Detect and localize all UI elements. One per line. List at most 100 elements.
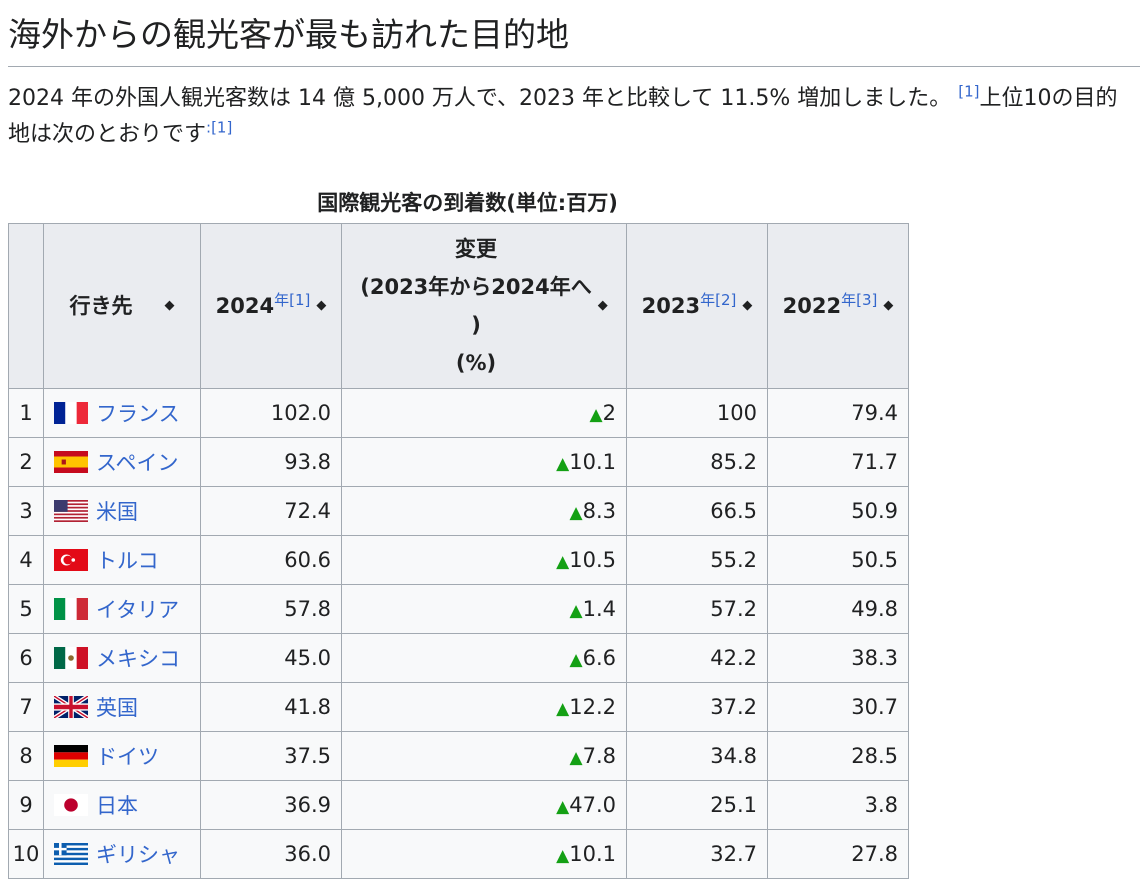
table-row: 4 トルコ 60.6 ▲10.5 55.2 50.5 — [8, 535, 909, 585]
destination-cell: トルコ — [43, 535, 201, 585]
sort-icon[interactable]: ◆ — [883, 298, 894, 313]
reference-link-1[interactable]: [1] — [958, 82, 980, 101]
lead-paragraph: 2024 年の外国人観光客数は 14 億 5,000 万人で、2023 年と比較… — [8, 81, 1138, 153]
turkey-flag-icon — [54, 549, 88, 571]
y2024-ref[interactable]: [1] — [289, 291, 311, 309]
table-row: 8 ドイツ 37.5 ▲7.8 34.8 28.5 — [8, 731, 909, 781]
reference-2[interactable]: :[1] — [206, 119, 232, 137]
arrivals-2024-cell: 60.6 — [200, 535, 342, 585]
germany-flag-icon — [54, 745, 88, 767]
uk-flag-icon — [53, 694, 89, 720]
y2023-header-label: 2023 — [641, 294, 701, 318]
destination-cell: 米国 — [43, 486, 201, 536]
table-row: 9 日本 36.9 ▲47.0 25.1 3.8 — [8, 780, 909, 830]
increase-arrow-icon: ▲ — [556, 699, 570, 719]
destination-link[interactable]: イタリア — [96, 598, 180, 622]
destination-link[interactable]: フランス — [96, 402, 180, 426]
change-value: 1.4 — [582, 597, 616, 621]
increase-arrow-icon: ▲ — [556, 846, 570, 866]
y2024-header[interactable]: 2024年[1] ◆ — [200, 223, 342, 389]
table-caption: 国際観光客の到着数(単位:百万) — [317, 191, 618, 215]
lead-text-1: 2024 年の外国人観光客数は 14 億 5,000 万人で、2023 年と比較… — [8, 86, 952, 111]
reference-1[interactable]: [1] — [958, 83, 979, 101]
arrivals-2023-cell: 55.2 — [626, 535, 768, 585]
destination-cell: フランス — [43, 388, 201, 438]
arrivals-2023-cell: 57.2 — [626, 584, 768, 634]
y2024-year-sup: 年 — [274, 291, 290, 309]
change-header-line2: (2023年から2024年へ — [360, 275, 592, 299]
arrivals-2022-cell: 79.4 — [767, 388, 909, 438]
arrivals-table: 行き先 ◆ 2024年[1] ◆ 変更 (2023年から2024年へ ) (%) ◆ — [8, 223, 909, 879]
table-row: 3 米国 72.4 ▲8.3 66.5 50.9 — [8, 486, 909, 536]
y2023-year-sup: 年 — [700, 291, 716, 309]
increase-arrow-icon: ▲ — [556, 552, 570, 572]
change-value: 7.8 — [582, 744, 616, 768]
destination-header[interactable]: 行き先 ◆ — [43, 223, 201, 389]
change-value: 47.0 — [569, 793, 616, 817]
change-cell: ▲7.8 — [341, 731, 627, 781]
rank-header — [8, 223, 44, 389]
destination-link[interactable]: トルコ — [96, 549, 159, 573]
arrivals-2024-cell: 41.8 — [200, 682, 342, 732]
change-cell: ▲12.2 — [341, 682, 627, 732]
arrivals-2022-cell: 49.8 — [767, 584, 909, 634]
rank-cell: 7 — [8, 682, 44, 732]
change-header[interactable]: 変更 (2023年から2024年へ ) (%) ◆ — [341, 223, 627, 389]
change-value: 2 — [602, 401, 616, 425]
arrivals-2022-cell: 38.3 — [767, 633, 909, 683]
destination-link[interactable]: 英国 — [96, 696, 138, 720]
change-value: 10.5 — [569, 548, 616, 572]
arrivals-2024-cell: 36.9 — [200, 780, 342, 830]
increase-arrow-icon: ▲ — [556, 454, 570, 474]
destination-link[interactable]: スペイン — [96, 451, 179, 475]
change-cell: ▲2 — [341, 388, 627, 438]
destination-link[interactable]: ギリシャ — [96, 843, 180, 867]
arrivals-2022-cell: 71.7 — [767, 437, 909, 487]
change-header-line4: (%) — [455, 351, 497, 375]
sort-icon[interactable]: ◆ — [742, 298, 753, 313]
change-cell: ▲10.1 — [341, 437, 627, 487]
rank-cell: 4 — [8, 535, 44, 585]
arrivals-2023-cell: 85.2 — [626, 437, 768, 487]
change-value: 10.1 — [569, 842, 616, 866]
destination-cell: ドイツ — [43, 731, 201, 781]
y2022-header-label: 2022 — [782, 294, 842, 318]
y2023-header[interactable]: 2023年[2] ◆ — [626, 223, 768, 389]
arrivals-2024-cell: 45.0 — [200, 633, 342, 683]
arrivals-2022-cell: 50.9 — [767, 486, 909, 536]
change-value: 10.1 — [569, 450, 616, 474]
increase-arrow-icon: ▲ — [569, 601, 583, 621]
change-cell: ▲47.0 — [341, 780, 627, 830]
change-cell: ▲8.3 — [341, 486, 627, 536]
destination-link[interactable]: ドイツ — [96, 745, 159, 769]
mexico-flag-icon — [54, 647, 88, 669]
sort-icon[interactable]: ◆ — [316, 298, 327, 313]
sort-icon[interactable]: ◆ — [597, 298, 608, 313]
y2023-ref[interactable]: [2] — [715, 291, 737, 309]
table-header-row: 行き先 ◆ 2024年[1] ◆ 変更 (2023年から2024年へ ) (%) ◆ — [8, 223, 909, 389]
arrivals-2023-cell: 25.1 — [626, 780, 768, 830]
y2022-header[interactable]: 2022年[3] ◆ — [767, 223, 909, 389]
change-cell: ▲6.6 — [341, 633, 627, 683]
y2022-ref[interactable]: [3] — [856, 291, 878, 309]
destination-link[interactable]: 米国 — [96, 500, 138, 524]
rank-cell: 2 — [8, 437, 44, 487]
y2024-header-label: 2024 — [215, 294, 275, 318]
destination-header-label: 行き先 — [69, 294, 133, 318]
destination-cell: 日本 — [43, 780, 201, 830]
table-row: 7 英国 41.8 ▲12.2 37.2 30.7 — [8, 682, 909, 732]
reference-link-2[interactable]: :[1] — [206, 118, 233, 137]
arrivals-2022-cell: 50.5 — [767, 535, 909, 585]
destination-link[interactable]: メキシコ — [96, 647, 180, 671]
increase-arrow-icon: ▲ — [569, 503, 583, 523]
rank-cell: 10 — [8, 829, 44, 879]
destination-link[interactable]: 日本 — [96, 794, 138, 818]
arrivals-2024-cell: 102.0 — [200, 388, 342, 438]
table-row: 6 メキシコ 45.0 ▲6.6 42.2 38.3 — [8, 633, 909, 683]
usa-flag-icon — [54, 500, 88, 522]
arrivals-2022-cell: 3.8 — [767, 780, 909, 830]
table-row: 5 イタリア 57.8 ▲1.4 57.2 49.8 — [8, 584, 909, 634]
arrivals-2024-cell: 72.4 — [200, 486, 342, 536]
sort-icon[interactable]: ◆ — [164, 298, 175, 313]
destination-cell: ギリシャ — [43, 829, 201, 879]
